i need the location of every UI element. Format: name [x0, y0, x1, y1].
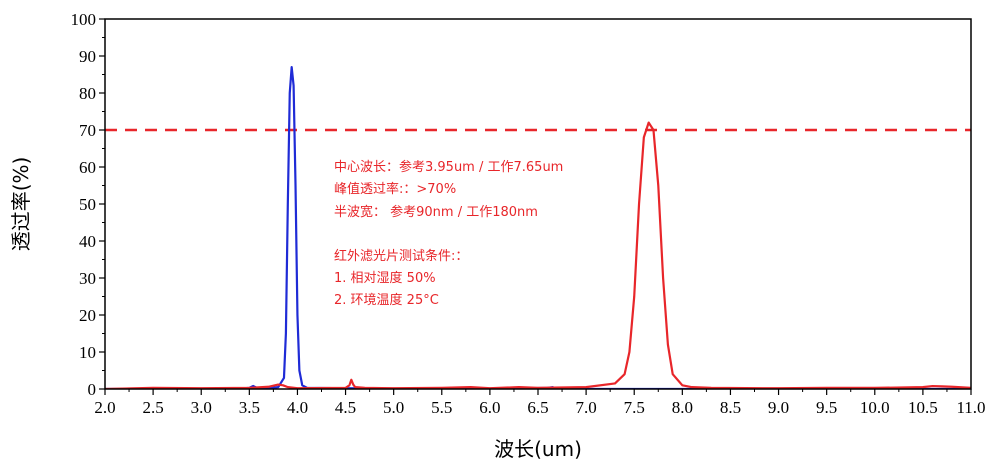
x-tick-label: 4.5 — [335, 398, 356, 417]
plot-frame — [104, 18, 972, 390]
x-tick-label: 2.0 — [94, 398, 115, 417]
annotation-line: 2. 环境温度 25°C — [334, 292, 439, 308]
y-tick-label: 90 — [79, 47, 96, 66]
y-tick-label: 100 — [71, 10, 97, 29]
x-axis: 2.0 2.5 3.0 3.5 4.0 4.5 5.0 5.5 6.0 6.5 7.0 7.5 8.0 8… — [94, 389, 986, 417]
y-tick-label: 20 — [79, 306, 96, 325]
x-tick-label: 8.5 — [720, 398, 741, 417]
annotation-line: 峰值透过率:：>70% — [334, 181, 456, 197]
annotation-line: 半波宽： 参考90nm / 工作180nm — [334, 204, 538, 220]
y-tick-label: 0 — [88, 380, 97, 399]
x-tick-label: 7.5 — [624, 398, 645, 417]
y-axis-title: 透过率(%) — [9, 157, 33, 252]
x-tick-label: 9.5 — [816, 398, 837, 417]
annotation-line: 1. 相对湿度 50% — [334, 270, 436, 286]
x-tick-label: 5.5 — [431, 398, 452, 417]
y-tick-label: 40 — [79, 232, 96, 251]
x-tick-label: 4.0 — [287, 398, 308, 417]
x-tick-label: 9.0 — [768, 398, 789, 417]
y-tick-label: 80 — [79, 84, 96, 103]
x-tick-label: 5.0 — [383, 398, 404, 417]
x-tick-label: 6.0 — [479, 398, 500, 417]
y-tick-label: 10 — [79, 343, 96, 362]
x-tick-label: 10.0 — [860, 398, 890, 417]
y-tick-label: 50 — [79, 195, 96, 214]
x-tick-label: 10.5 — [908, 398, 938, 417]
annotation-line: 中心波长：参考3.95um / 工作7.65um — [334, 159, 563, 175]
x-tick-label: 3.0 — [191, 398, 212, 417]
x-axis-title: 波长(um) — [494, 437, 582, 461]
x-tick-label: 11.0 — [956, 398, 985, 417]
y-tick-label: 70 — [79, 121, 96, 140]
series-line-1 — [105, 66, 971, 389]
y-tick-label: 60 — [79, 158, 96, 177]
y-axis: 0 10 20 30 40 50 60 70 80 90 100 — [71, 10, 105, 399]
x-tick-label: 3.5 — [239, 398, 260, 417]
y-tick-label: 30 — [79, 269, 96, 288]
annotation-line: 红外滤光片测试条件:： — [334, 248, 468, 264]
x-tick-label: 6.5 — [527, 398, 548, 417]
x-tick-label: 7.0 — [575, 398, 596, 417]
annotation-block: 中心波长：参考3.95um / 工作7.65um 峰值透过率:：>70% 半波宽： … — [334, 159, 563, 308]
series-line-2 — [105, 121, 971, 389]
x-tick-label: 8.0 — [672, 398, 693, 417]
x-tick-label: 2.5 — [142, 398, 163, 417]
